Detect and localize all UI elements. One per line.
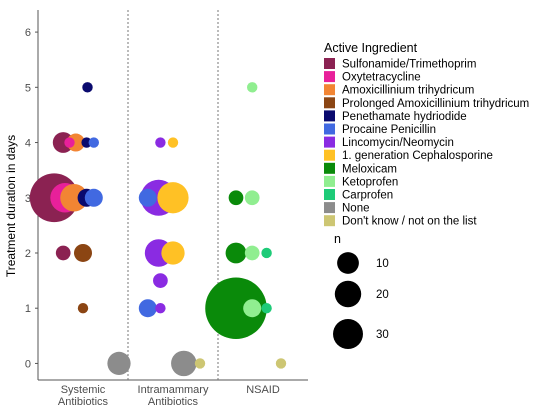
y-axis-title: Treatment duration in days <box>4 135 18 277</box>
y-tick-label: 5 <box>25 82 31 94</box>
data-point <box>155 303 166 314</box>
panel-label-line: Intramammary <box>138 384 209 396</box>
panel-label-line: Systemic <box>61 384 106 396</box>
data-point <box>261 247 272 259</box>
data-point <box>81 137 92 148</box>
size-legend-circle <box>334 280 362 308</box>
data-point <box>247 82 258 93</box>
data-point <box>64 137 75 148</box>
data-point <box>107 351 131 376</box>
legend-swatch <box>324 58 335 69</box>
legend-label: 1. generation Cephalosporine <box>342 150 493 162</box>
y-tick-label: 6 <box>25 27 31 39</box>
legend-label: Don't know / not on the list <box>342 216 477 228</box>
data-point <box>167 137 179 148</box>
data-point <box>138 188 157 207</box>
data-point <box>205 277 267 339</box>
legend: Active Ingredient Sulfonamide/Trimethopri… <box>324 41 529 349</box>
legend-label: Procaine Penicillin <box>342 124 436 136</box>
y-tick-label: 2 <box>25 248 31 260</box>
data-point <box>244 245 260 261</box>
size-legend-label: 30 <box>376 329 389 341</box>
legend-swatch <box>324 202 335 214</box>
panel-label-line: Antibiotics <box>58 396 109 408</box>
legend-title: Active Ingredient <box>324 41 418 55</box>
legend-swatch <box>324 123 335 135</box>
size-legend-circle <box>333 319 363 349</box>
legend-label: Lincomycin/Neomycin <box>342 137 454 149</box>
data-point <box>244 190 260 206</box>
data-point <box>157 182 189 214</box>
panel-label-line: NSAID <box>246 384 280 396</box>
data-point <box>261 303 272 314</box>
data-point <box>138 299 157 318</box>
legend-swatch <box>324 110 335 122</box>
panel-label-line: Antibiotics <box>148 396 199 408</box>
data-point <box>171 350 197 377</box>
data-point <box>161 241 185 265</box>
legend-label: Meloxicam <box>342 163 397 175</box>
panel-label: Systemic Antibiotics <box>58 384 109 408</box>
legend-swatch <box>324 189 335 200</box>
legend-swatch <box>324 71 335 83</box>
data-point <box>275 358 287 369</box>
data-point <box>88 137 100 148</box>
data-point <box>243 299 262 318</box>
data-point <box>55 245 71 261</box>
data-point <box>52 132 74 153</box>
legend-swatch <box>324 149 335 161</box>
size-legend-label: 20 <box>376 289 389 301</box>
legend-swatch <box>324 84 335 96</box>
panel-label: Intramammary Antibiotics <box>138 384 209 408</box>
data-point <box>82 82 93 93</box>
data-point <box>77 303 89 314</box>
y-tick-label: 0 <box>25 358 31 370</box>
legend-label: Oxytetracycline <box>342 72 421 84</box>
data-point <box>155 137 166 148</box>
size-legend-label: 10 <box>376 258 389 270</box>
legend-label: Sulfonamide/Trimethoprim <box>342 59 476 71</box>
data-point <box>84 188 103 207</box>
legend-swatch <box>324 162 335 174</box>
legend-label: Amoxicillinium trihydricum <box>342 85 474 97</box>
legend-swatch <box>324 136 335 148</box>
y-tick-label: 1 <box>25 303 31 315</box>
data-point <box>225 242 247 264</box>
size-legend-title: n <box>334 232 341 246</box>
y-tick-label: 3 <box>25 193 31 205</box>
legend-label: Carprofen <box>342 190 393 202</box>
data-point <box>73 243 93 262</box>
data-point <box>228 190 244 206</box>
legend-label: None <box>342 203 370 215</box>
legend-swatch <box>324 97 335 109</box>
legend-label: Prolonged Amoxicillinium trihydricum <box>342 98 529 110</box>
data-point <box>194 358 206 369</box>
size-legend-circle <box>337 252 359 274</box>
y-tick-label: 4 <box>25 138 31 150</box>
legend-label: Ketoprofen <box>342 176 398 188</box>
legend-swatch <box>324 215 335 227</box>
legend-swatch <box>324 175 335 187</box>
panel-label: NSAID <box>246 384 280 396</box>
data-point <box>153 273 168 288</box>
legend-label: Penethamate hydriodide <box>342 111 467 123</box>
